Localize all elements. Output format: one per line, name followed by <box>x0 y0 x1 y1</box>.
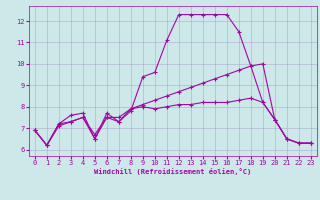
X-axis label: Windchill (Refroidissement éolien,°C): Windchill (Refroidissement éolien,°C) <box>94 168 252 175</box>
